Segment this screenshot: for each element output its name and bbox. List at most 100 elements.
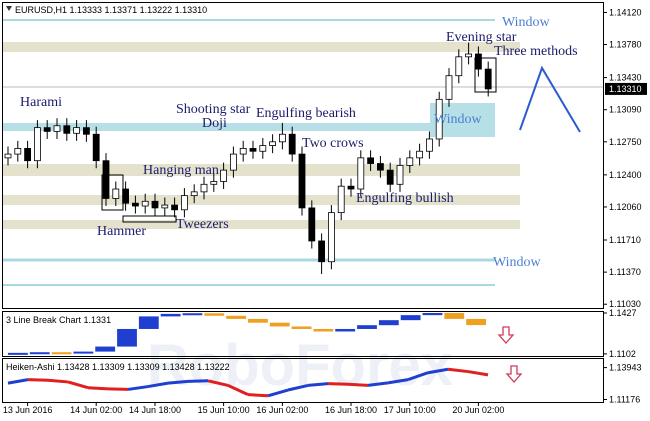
forecast-arrow xyxy=(519,65,581,133)
pattern-label: Doji xyxy=(202,116,227,131)
pattern-label: Engulfing bearish xyxy=(256,106,356,121)
candle-body xyxy=(269,141,277,146)
candle-body xyxy=(131,202,139,207)
candle-body xyxy=(151,200,159,209)
candle-body xyxy=(83,127,90,135)
pattern-box xyxy=(122,215,177,223)
y-tick-label: 1.13430 xyxy=(609,73,642,83)
candle-body xyxy=(34,127,41,162)
y-tick-label: 1.11710 xyxy=(609,235,641,245)
candle-body xyxy=(278,133,286,143)
line-break-brick xyxy=(138,316,159,329)
candle-body xyxy=(396,165,404,185)
line-break-brick xyxy=(357,325,377,329)
line-break-brick xyxy=(204,313,225,316)
candle-body xyxy=(484,68,492,90)
heiken-ashi-segment xyxy=(427,367,449,375)
heiken-ashi-segment xyxy=(227,384,249,396)
candle-body xyxy=(298,153,306,209)
heiken-ashi-segment xyxy=(207,379,229,387)
heiken-ashi-segment xyxy=(367,381,389,387)
line-break-brick xyxy=(422,313,443,316)
line-break-brick xyxy=(95,346,116,352)
y-tick-label: 1.12400 xyxy=(609,170,642,180)
candle-body xyxy=(73,127,80,134)
candle-body xyxy=(239,148,247,155)
heiken-ashi-segment xyxy=(267,388,289,398)
heiken-ashi-segment xyxy=(167,379,189,385)
line-break-brick xyxy=(248,318,268,323)
line-break-brick xyxy=(117,328,137,347)
pattern-label: Window xyxy=(493,255,542,270)
heiken-ashi-segment xyxy=(387,378,409,385)
y-tick-label: 1.12060 xyxy=(609,202,642,212)
candle-body xyxy=(249,148,257,152)
heiken-ashi-segment xyxy=(307,382,329,387)
down-arrow xyxy=(497,326,515,344)
candle-body xyxy=(425,138,433,152)
x-tick-label: 20 Jun 02:00 xyxy=(452,405,504,415)
candle-body xyxy=(367,157,375,164)
last-price-label: 1.13310 xyxy=(609,84,642,94)
y-tick-label: 1.12750 xyxy=(609,137,642,147)
zone xyxy=(3,123,495,131)
panel xyxy=(2,358,604,403)
heiken-ashi-segment xyxy=(407,371,429,382)
y-tick-label: 1.13780 xyxy=(609,40,642,50)
x-tick-label: 16 Jun 02:00 xyxy=(256,405,308,415)
candle-body xyxy=(14,148,22,155)
pattern-label: Hanging man xyxy=(143,163,219,178)
candle-body xyxy=(92,133,100,162)
candle-body xyxy=(190,191,198,197)
y-tick-label: 1.11370 xyxy=(609,267,641,277)
candle-body xyxy=(308,207,316,242)
zone xyxy=(3,164,520,176)
heiken-ashi-segment xyxy=(127,385,149,391)
last-price-box xyxy=(605,82,647,95)
candle-body xyxy=(200,183,208,193)
candle-body xyxy=(376,163,384,171)
heiken-ashi-segment xyxy=(147,381,169,389)
heiken-ashi-segment xyxy=(347,382,369,387)
pattern-box xyxy=(101,174,124,211)
candle-body xyxy=(357,157,365,190)
candle-body xyxy=(210,181,218,185)
candle-body xyxy=(63,125,71,134)
y-tick-label: 1.13090 xyxy=(609,105,642,115)
candle-body xyxy=(445,75,453,100)
candle-body xyxy=(220,169,228,182)
pattern-label: Window xyxy=(434,112,483,127)
heiken-ashi-segment xyxy=(467,370,489,377)
heiken-ashi-segment xyxy=(247,393,269,398)
panel xyxy=(2,311,604,357)
heiken-ashi-segment xyxy=(447,367,469,374)
candle-body xyxy=(406,157,414,166)
candle-body xyxy=(259,145,267,152)
line-break-brick xyxy=(269,322,290,327)
candle-body xyxy=(347,185,355,190)
y-tick-label: 1.1102 xyxy=(609,349,636,359)
pattern-label: Tweezers xyxy=(176,217,229,232)
chart-title: EURUSD,H1 1.13333 1.13371 1.13222 1.1331… xyxy=(15,5,207,15)
heiken-ashi-segment xyxy=(87,386,109,391)
main-panel xyxy=(2,2,604,309)
candle-body xyxy=(4,153,12,159)
heiken-ashi-segment xyxy=(327,382,349,386)
x-tick-label: 15 Jun 10:00 xyxy=(198,405,250,415)
line-break-brick xyxy=(444,313,465,319)
candle-body xyxy=(327,212,335,263)
candle-body xyxy=(465,53,473,58)
pattern-label: Three methods xyxy=(494,44,578,59)
line-break-brick xyxy=(400,315,421,321)
candle-body xyxy=(141,200,149,207)
candle-body xyxy=(455,56,463,77)
y-tick-label: 1.14120 xyxy=(609,7,642,17)
pattern-boxes xyxy=(101,57,581,223)
candle-body xyxy=(416,150,424,159)
candle-body xyxy=(288,133,296,155)
candle-body xyxy=(474,53,482,70)
y-tick-label: 1.11030 xyxy=(609,299,641,309)
heiken-ashi-segment xyxy=(47,378,69,384)
pattern-label: Engulfing bullish xyxy=(356,191,454,206)
y-tick-label: 1.13943 xyxy=(609,363,642,373)
